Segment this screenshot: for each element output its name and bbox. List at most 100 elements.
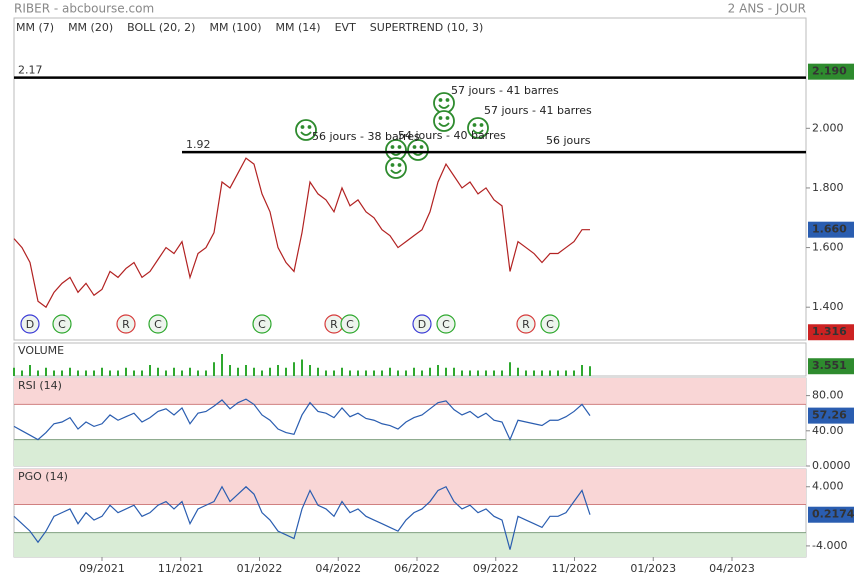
last-value-label: 3.551 [812, 359, 847, 372]
volume-bar [549, 370, 551, 376]
smiley [407, 139, 429, 161]
smiley-eye [445, 116, 450, 120]
x-tick-label: 09/2021 [79, 562, 125, 575]
volume-bar [245, 365, 247, 376]
smiley-mouth [438, 122, 450, 127]
x-tick-label: 11/2021 [158, 562, 204, 575]
volume-bar [389, 367, 391, 376]
price-line [13, 157, 590, 309]
volume-bar [133, 370, 135, 376]
volume-bar [469, 370, 471, 376]
y-tick-label: 0.0000 [812, 459, 851, 472]
volume-bar [237, 367, 239, 376]
smiley-face [467, 117, 489, 139]
volume-bar [197, 370, 199, 376]
smiley [433, 110, 455, 132]
volume-bar [93, 370, 95, 376]
volume-bar [325, 370, 327, 376]
volume-bar [485, 370, 487, 376]
smiley [385, 157, 407, 179]
volume-bar [317, 367, 319, 376]
event-label: C [346, 318, 354, 331]
smiley-eye [397, 145, 402, 149]
event-label: D [418, 318, 426, 331]
y-tick-label: 2.000 [812, 121, 844, 134]
volume-bar [461, 370, 463, 376]
volume-bar [69, 367, 71, 376]
x-tick-label: 01/2023 [630, 562, 676, 575]
oversold-zone [14, 532, 806, 557]
y-tick-label: 4.000 [812, 480, 844, 493]
y-tick-label: 80.00 [812, 389, 844, 402]
smiley-eye [419, 145, 424, 149]
event-marker [412, 314, 432, 334]
event-label: R [522, 318, 530, 331]
volume-bar [301, 359, 303, 376]
panel-title: PGO (14) [18, 470, 68, 483]
event-marker [116, 314, 136, 334]
smiley-eye [479, 123, 484, 127]
volume-bar [349, 370, 351, 376]
price-marker-label: 1.316 [812, 325, 847, 338]
volume-bar [517, 367, 519, 376]
volume-bar [581, 365, 583, 376]
last-value-box [808, 221, 854, 238]
x-tick-label: 01/2022 [237, 562, 283, 575]
volume-bar [589, 366, 591, 376]
event-label: D [26, 318, 34, 331]
smiley [467, 117, 489, 139]
volume-bar [429, 367, 431, 376]
volume-bar [77, 370, 79, 376]
volume-bar [365, 370, 367, 376]
y-tick-label: 1.600 [812, 241, 844, 254]
last-value-label: 57.26 [812, 409, 847, 422]
smiley-eye [412, 145, 417, 149]
annotation: 57 jours - 41 barres [451, 84, 559, 97]
last-value-box [808, 358, 854, 375]
price-line [13, 485, 591, 550]
volume-bar [261, 370, 263, 376]
event-label: R [330, 318, 338, 331]
smiley-eye [445, 98, 450, 102]
volume-bar [381, 370, 383, 376]
event-marker [148, 314, 168, 334]
volume-bar [189, 367, 191, 376]
volume-bar [533, 370, 535, 376]
smiley-eye [438, 98, 443, 102]
volume-bar [101, 367, 103, 376]
smiley-face [433, 110, 455, 132]
y-tick-label: -4.000 [812, 539, 847, 552]
smiley-mouth [472, 129, 484, 134]
legend-entry: SUPERTREND (10, 3) [370, 21, 484, 34]
volume-bar [85, 370, 87, 376]
volume-bar [493, 370, 495, 376]
volume-bar [477, 370, 479, 376]
level-label: 2.17 [18, 64, 43, 77]
price-marker [808, 63, 854, 80]
smiley-mouth [300, 131, 312, 136]
event-marker [52, 314, 72, 334]
volume-bar [213, 362, 215, 376]
volume-bar [229, 365, 231, 376]
smiley-face [385, 157, 407, 179]
event-label: C [258, 318, 266, 331]
x-tick-label: 09/2022 [473, 562, 519, 575]
volume-bar [309, 365, 311, 376]
level-label: 1.92 [186, 138, 211, 151]
volume-bar [181, 370, 183, 376]
annotation: 54 jours - 40 barres [398, 129, 506, 142]
legend-entry: MM (7) [16, 21, 54, 34]
volume-bar [21, 370, 23, 376]
smiley-eye [300, 125, 305, 129]
volume-bar [341, 367, 343, 376]
panel-title: VOLUME [18, 344, 64, 357]
smiley-face [407, 139, 429, 161]
volume-bar [125, 367, 127, 376]
volume-bar [61, 370, 63, 376]
x-tick-label: 04/2022 [315, 562, 361, 575]
event-marker [516, 314, 536, 334]
volume-bar [437, 365, 439, 376]
legend-entry: MM (100) [209, 21, 261, 34]
event-label: R [122, 318, 130, 331]
